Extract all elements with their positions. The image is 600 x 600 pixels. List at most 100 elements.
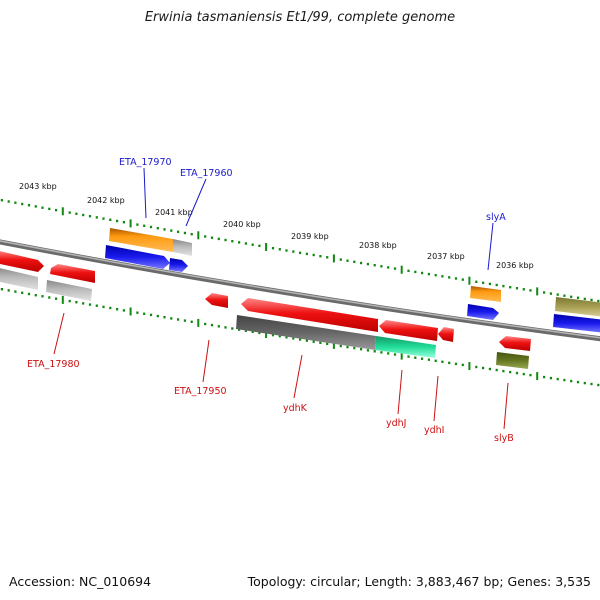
scale-label-2040: 2040 kbp xyxy=(223,220,261,229)
outer-tick-major xyxy=(61,207,64,216)
outer-tick-minor xyxy=(204,235,207,238)
inner-tick-minor xyxy=(346,345,349,349)
gene-feature-gray-dark[interactable] xyxy=(236,315,376,350)
outer-tick-minor xyxy=(441,275,444,278)
inner-tick-minor xyxy=(68,299,71,303)
outer-tick-minor xyxy=(495,283,498,287)
accession-text: Accession: NC_010694 xyxy=(9,574,152,589)
inner-tick-minor xyxy=(292,337,295,340)
inner-tick-minor xyxy=(549,376,552,380)
inner-tick-minor xyxy=(136,311,139,314)
inner-tick-minor xyxy=(299,338,302,341)
gene-feature-red[interactable] xyxy=(438,327,454,342)
outer-tick-minor xyxy=(285,249,288,252)
outer-tick-minor xyxy=(590,298,593,302)
inner-tick-minor xyxy=(271,333,275,337)
inner-tick-minor xyxy=(366,349,369,352)
gene-feature-orange[interactable] xyxy=(109,228,173,252)
gene-label-eta-17980[interactable]: ETA_17980 xyxy=(27,359,80,370)
inner-tick-minor xyxy=(515,371,519,375)
outer-tick-minor xyxy=(360,261,363,265)
outer-tick-minor xyxy=(380,265,383,268)
inner-tick-minor xyxy=(407,355,410,358)
outer-tick-minor xyxy=(224,238,227,242)
gene-label-eta-17960[interactable]: ETA_17960 xyxy=(180,168,233,179)
gene-feature-blue[interactable] xyxy=(467,304,499,320)
inner-tick-minor xyxy=(7,289,10,292)
inner-tick-minor xyxy=(353,346,356,350)
gene-feature-gray[interactable] xyxy=(173,239,192,256)
inner-tick-minor xyxy=(339,344,342,348)
outer-tick-major xyxy=(265,243,268,251)
outer-tick-minor xyxy=(515,287,519,290)
gene-feature-gray[interactable] xyxy=(0,267,38,290)
outer-tick-minor xyxy=(326,256,329,259)
inner-tick-minor xyxy=(48,296,51,299)
outer-tick-minor xyxy=(190,233,193,236)
outer-tick-minor xyxy=(75,212,78,215)
gene-feature-gray[interactable] xyxy=(46,280,92,301)
inner-tick-minor xyxy=(434,359,437,362)
outer-tick-minor xyxy=(183,231,186,235)
scale-label-2037: 2037 kbp xyxy=(427,252,465,261)
outer-tick-minor xyxy=(312,253,315,257)
scale-label-2043: 2043 kbp xyxy=(19,182,57,191)
gene-feature-red[interactable] xyxy=(499,336,531,351)
gene-label-ydhk[interactable]: ydhK xyxy=(283,403,308,414)
leader-eta-17960 xyxy=(185,178,207,227)
inner-tick-major xyxy=(129,307,132,316)
inner-tick-minor xyxy=(244,329,247,332)
inner-tick-minor xyxy=(373,350,376,353)
inner-tick-minor xyxy=(305,339,308,342)
gene-feature-blue[interactable] xyxy=(105,245,170,269)
inner-tick-major xyxy=(61,295,64,304)
outer-tick-minor xyxy=(509,286,512,289)
gene-feature-blue[interactable] xyxy=(169,258,188,272)
gene-feature-red[interactable] xyxy=(241,298,378,332)
outer-tick-minor xyxy=(393,267,397,270)
gene-label-ydhi[interactable]: ydhI xyxy=(424,425,444,436)
inner-tick-minor xyxy=(224,326,227,329)
inner-tick-minor xyxy=(441,360,444,363)
outer-tick-minor xyxy=(231,240,234,243)
inner-tick-minor xyxy=(448,361,451,365)
outer-tick-minor xyxy=(529,289,532,292)
gene-feature-red[interactable] xyxy=(379,320,438,341)
gene-label-eta-17950[interactable]: ETA_17950 xyxy=(174,386,227,397)
gene-feature-orange[interactable] xyxy=(470,286,501,302)
gene-feature-red[interactable] xyxy=(205,293,228,308)
gene-label-slyb[interactable]: slyB xyxy=(494,433,514,444)
gene-feature-blue[interactable] xyxy=(553,314,600,333)
outer-tick-major xyxy=(197,231,200,240)
gene-label-ydhj[interactable]: ydhJ xyxy=(386,418,406,429)
inner-tick-minor xyxy=(475,365,478,369)
gene-feature-red[interactable] xyxy=(50,264,95,283)
outer-tick-minor xyxy=(116,219,119,223)
inner-tick-minor xyxy=(116,308,119,311)
outer-tick-minor xyxy=(163,228,166,231)
outer-tick-minor xyxy=(55,208,58,212)
genome-backbone xyxy=(0,239,600,342)
outer-tick-minor xyxy=(339,258,342,261)
inner-tick-minor xyxy=(21,291,24,294)
outer-tick-major xyxy=(332,254,335,263)
outer-tick-minor xyxy=(549,292,552,295)
inner-tick-minor xyxy=(156,314,159,318)
outer-tick-minor xyxy=(143,224,146,227)
gene-feature-olive[interactable] xyxy=(555,297,600,317)
gene-feature-olive-dark[interactable] xyxy=(496,352,529,369)
outer-tick-minor xyxy=(387,266,390,269)
outer-tick-minor xyxy=(258,244,261,247)
inner-tick-minor xyxy=(143,312,146,315)
inner-tick-minor xyxy=(0,288,4,291)
gene-label-eta-17970[interactable]: ETA_17970 xyxy=(119,157,172,168)
outer-tick-minor xyxy=(271,247,275,250)
gene-feature-red[interactable] xyxy=(0,250,44,272)
inner-tick-major xyxy=(536,372,539,381)
inner-tick-minor xyxy=(583,381,586,385)
outer-tick-minor xyxy=(448,276,451,279)
gene-feature-teal[interactable] xyxy=(375,336,436,358)
gene-label-slya[interactable]: slyA xyxy=(486,212,506,223)
outer-tick-minor xyxy=(48,207,51,211)
inner-tick-minor xyxy=(95,304,98,307)
